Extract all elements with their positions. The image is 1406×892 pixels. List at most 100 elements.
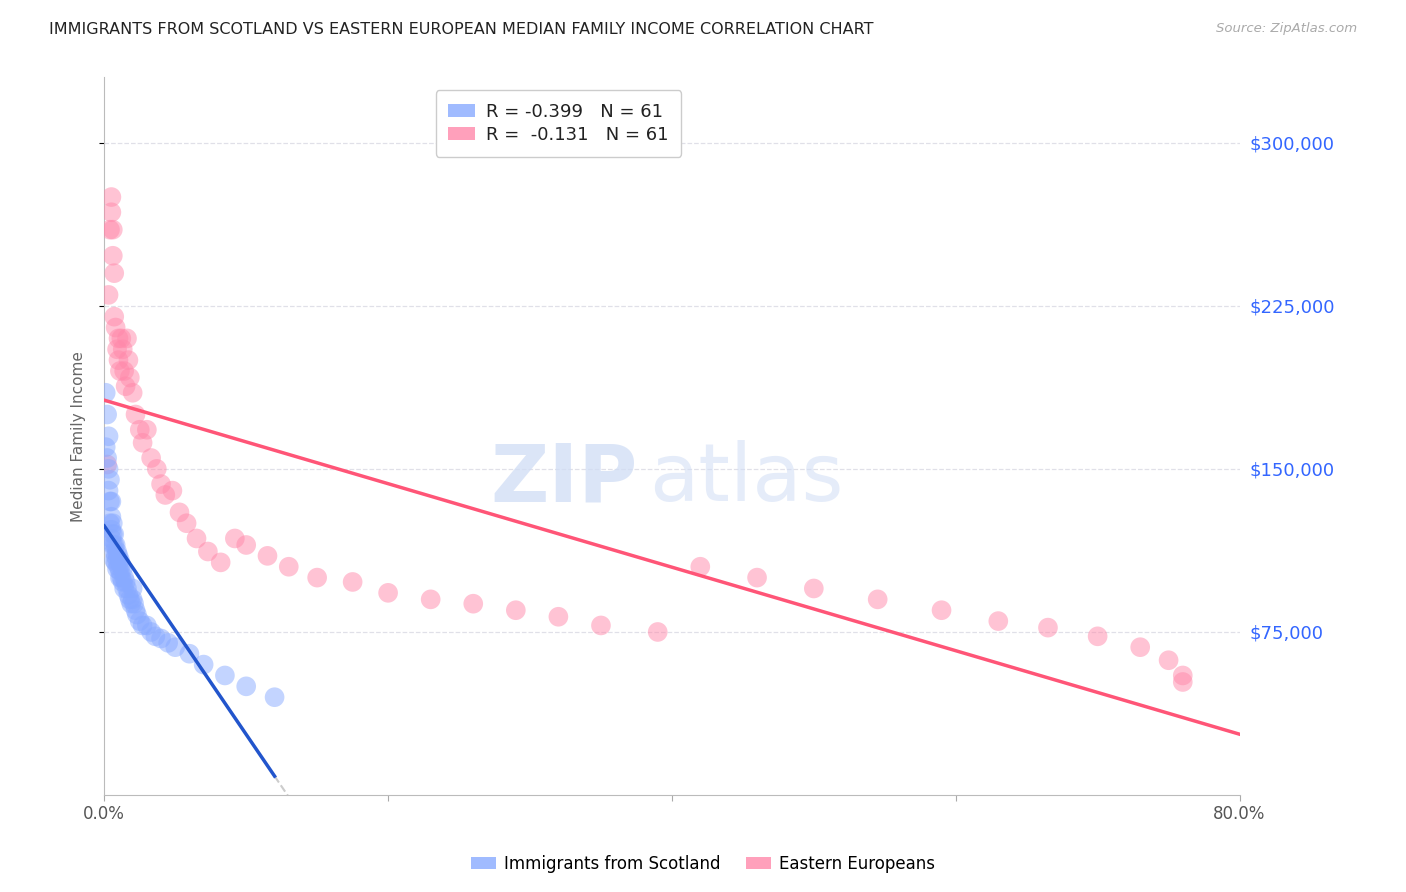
Point [111,343,134,357]
Point [263,690,285,705]
Point [193,657,215,672]
Point [377,586,399,600]
Point [121,592,143,607]
Point [101,538,124,552]
Point [589,618,612,632]
Point [110,558,132,572]
Point [108,571,131,585]
Point [277,559,299,574]
Point [1171,675,1194,690]
Point [224,532,246,546]
Point [108,553,131,567]
Point [157,636,180,650]
Point [110,331,132,345]
Point [101,249,124,263]
Point [931,603,953,617]
Point [745,571,768,585]
Point [235,538,257,552]
Point [117,588,139,602]
Point [105,562,128,576]
Point [128,614,150,628]
Point [100,523,122,537]
Point [121,385,143,400]
Point [103,538,125,552]
Point [1087,629,1109,643]
Point [135,423,157,437]
Point [97,483,120,498]
Legend: R = -0.399   N = 61, R =  -0.131   N = 61: R = -0.399 N = 61, R = -0.131 N = 61 [436,90,682,157]
Text: IMMIGRANTS FROM SCOTLAND VS EASTERN EUROPEAN MEDIAN FAMILY INCOME CORRELATION CH: IMMIGRANTS FROM SCOTLAND VS EASTERN EURO… [49,22,873,37]
Point [101,222,124,236]
Point [112,364,135,378]
Point [97,462,120,476]
Point [186,532,208,546]
Point [110,571,132,585]
Point [505,603,527,617]
Point [256,549,278,563]
Point [145,629,167,643]
Point [103,553,125,567]
Point [307,571,329,585]
Point [179,647,201,661]
Point [1157,653,1180,667]
Point [139,450,162,465]
Point [165,640,187,655]
Text: atlas: atlas [650,441,844,518]
Point [131,618,153,632]
Point [419,592,441,607]
Point [342,574,364,589]
Legend: Immigrants from Scotland, Eastern Europeans: Immigrants from Scotland, Eastern Europe… [464,848,942,880]
Point [104,538,127,552]
Point [121,582,143,596]
Point [107,331,129,345]
Point [131,435,153,450]
Point [120,597,142,611]
Point [98,516,121,531]
Point [104,320,127,334]
Point [197,544,219,558]
Point [97,429,120,443]
Point [124,603,146,617]
Point [866,592,889,607]
Point [118,592,141,607]
Point [1036,621,1059,635]
Point [96,408,118,422]
Point [155,488,177,502]
Point [114,574,136,589]
Point [105,553,128,567]
Point [115,582,138,596]
Point [100,509,122,524]
Point [135,618,157,632]
Point [108,564,131,578]
Point [105,544,128,558]
Point [112,582,135,596]
Point [100,532,122,546]
Point [103,527,125,541]
Point [209,555,232,569]
Point [162,483,184,498]
Y-axis label: Median Family Income: Median Family Income [72,351,86,522]
Point [1171,668,1194,682]
Point [98,494,121,508]
Point [118,370,141,384]
Point [169,505,191,519]
Point [803,582,825,596]
Point [125,607,148,622]
Point [103,544,125,558]
Point [122,597,145,611]
Point [96,458,118,472]
Point [108,364,131,378]
Point [124,408,146,422]
Point [150,477,173,491]
Point [235,679,257,693]
Point [94,385,117,400]
Point [101,527,124,541]
Point [103,310,125,324]
Point [117,353,139,368]
Point [107,353,129,368]
Point [114,379,136,393]
Point [104,555,127,569]
Point [101,516,124,531]
Point [1129,640,1152,655]
Point [112,571,135,585]
